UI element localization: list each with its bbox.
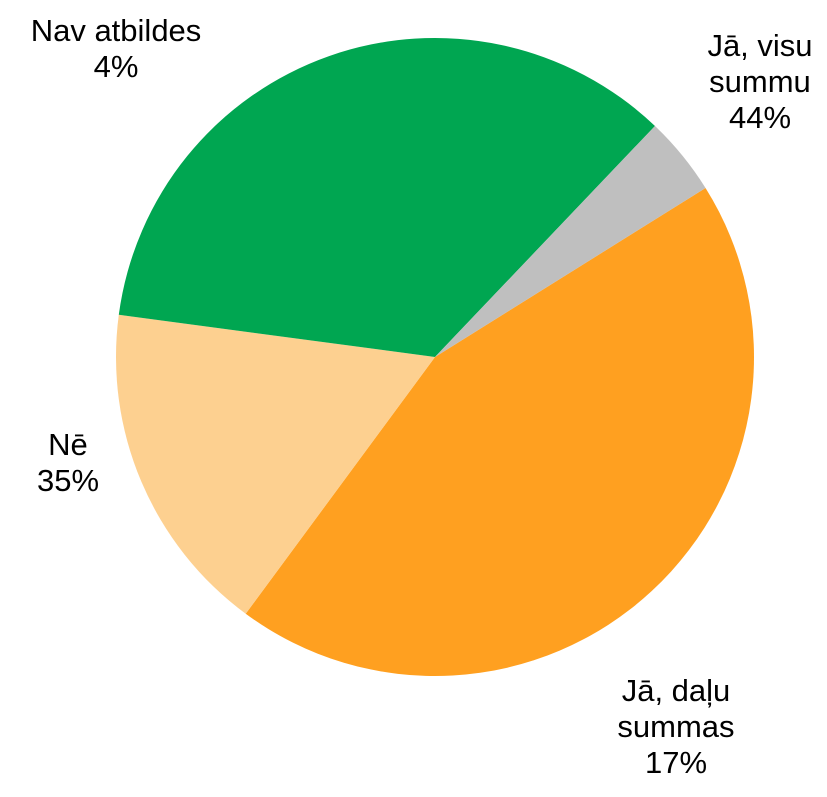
slice-label-line: summu [709,64,811,99]
slice-label-line: Nav atbildes [31,13,202,48]
slice-label-line: Jā, daļu [622,673,731,708]
slice-label-line: 35% [37,463,99,498]
slice-label-3: Nē 35% [37,427,99,498]
pie-slice-4 [435,125,706,358]
slice-label-2: Jā, daļu summas 17% [617,673,734,780]
slice-label-line: 4% [94,49,139,84]
slice-label-line: Jā, visu [707,28,812,63]
pie-slice-3 [118,37,655,357]
slice-label-line: 44% [729,100,791,135]
pie-slice-2 [115,314,435,614]
slices-layer [115,37,754,676]
labels-layer: Jā, visu summu 44% Jā, daļu summas 17% Nē 35% Na… [31,13,813,780]
slice-label-line: Nē [48,427,88,462]
slice-label-line: summas [617,709,734,744]
slice-label-line: 17% [645,745,707,780]
slice-label-1: Jā, visu summu 44% [707,28,812,135]
pie-slice-1 [245,187,754,676]
slice-label-4: Nav atbildes 4% [31,13,202,84]
